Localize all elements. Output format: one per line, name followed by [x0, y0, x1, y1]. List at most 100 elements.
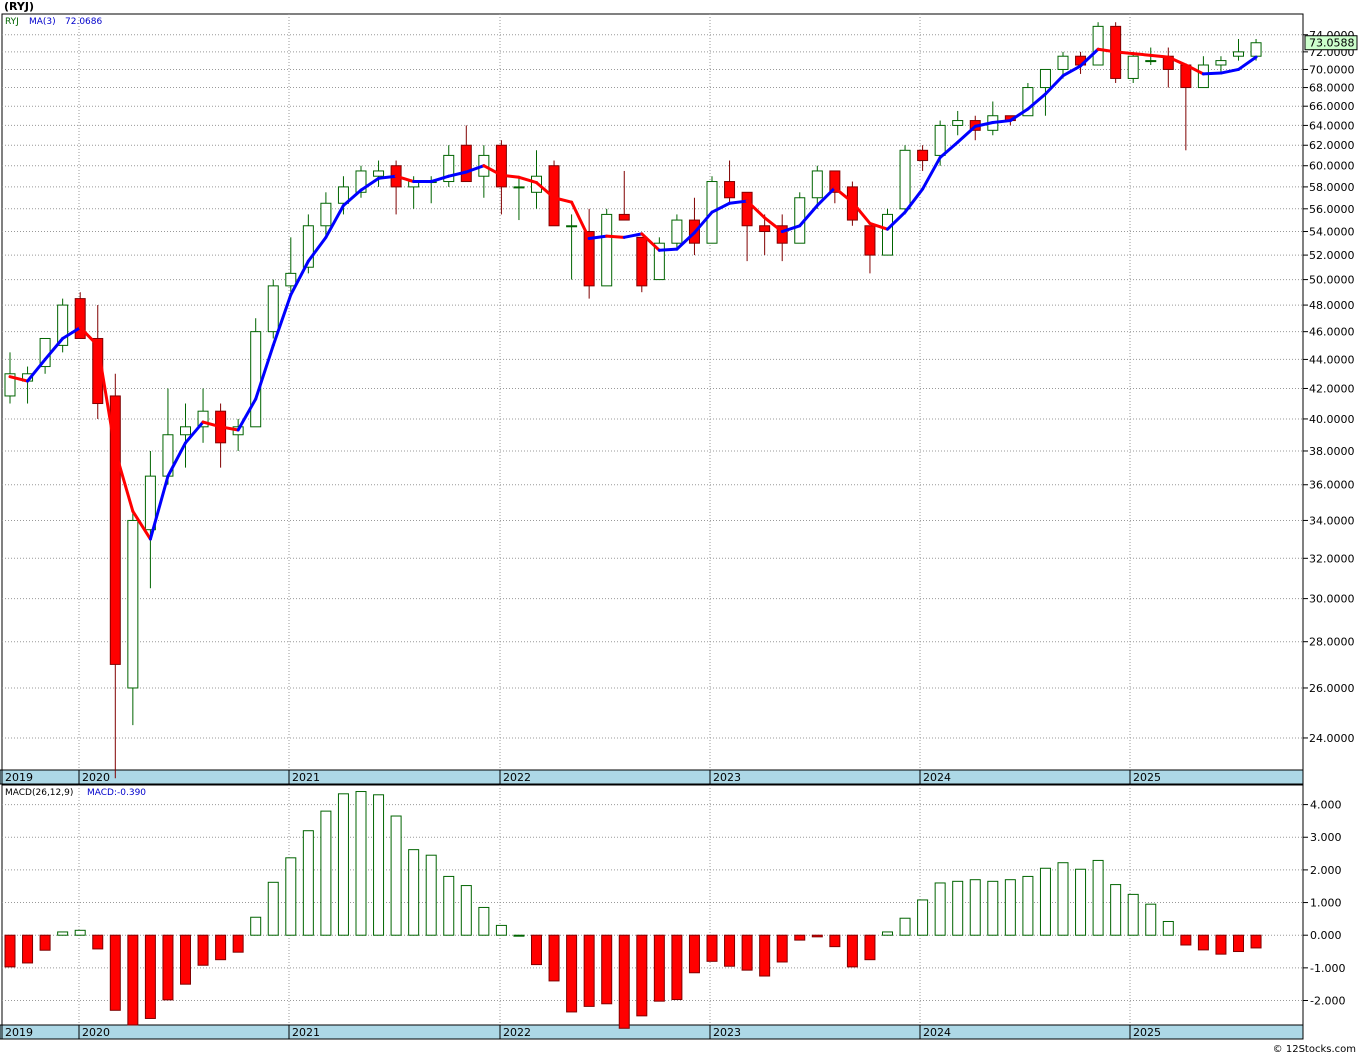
macd-bar [794, 934, 806, 941]
ma3-segment [921, 155, 942, 191]
price-x-axis-year-label: 2019 [5, 771, 33, 784]
candle-body [443, 154, 455, 183]
macd-tick-label: 2.000 [1310, 864, 1342, 877]
price-tick-label: 70.0000 [1309, 63, 1355, 76]
ma3-segment [710, 201, 732, 214]
candle-body [250, 331, 262, 428]
macd-bars [4, 791, 1262, 1029]
ma3-segment [236, 397, 258, 432]
price-tick-label: 42.0000 [1309, 382, 1355, 395]
macd-bar [987, 880, 999, 936]
candle-body [267, 285, 279, 333]
ma3-segment [166, 441, 187, 478]
ma3-segment [903, 187, 925, 214]
macd-bar [899, 917, 911, 936]
macd-bar [355, 791, 367, 936]
macd-bar [109, 934, 121, 1011]
price-x-axis-year-label: 2025 [1133, 771, 1161, 784]
macd-bar [4, 934, 16, 968]
ma3-segment [850, 200, 872, 225]
ma3-segment [622, 232, 644, 239]
macd-x-axis-year-label: 2025 [1133, 1026, 1161, 1039]
ma3-segment [587, 234, 609, 241]
ma3-segment [780, 224, 802, 234]
ma3-segment [131, 509, 152, 541]
macd-bar [566, 934, 578, 1013]
candle-body [811, 170, 823, 199]
ma3-segment [1061, 64, 1083, 78]
ma3-segment [1008, 107, 1030, 123]
macd-bar [92, 934, 104, 950]
ma3-segment [271, 293, 293, 347]
price-tick-label: 48.0000 [1309, 299, 1355, 312]
price-tick-label: 46.0000 [1309, 326, 1355, 339]
macd-bar [1092, 859, 1104, 936]
price-panel-frame [1, 13, 1304, 771]
macd-bar [1180, 934, 1192, 946]
ma3-segment [1096, 47, 1118, 54]
macd-bar [478, 906, 490, 936]
legend-ma-label: MA(3) [29, 17, 56, 27]
price-x-axis-year-label: 2024 [923, 771, 951, 784]
price-tick-label: 40.0000 [1309, 413, 1355, 426]
price-tick-label: 60.0000 [1309, 160, 1355, 173]
price-tick-label: 62.0000 [1309, 139, 1355, 152]
ma3-segment [324, 203, 345, 239]
candle-body [583, 231, 595, 287]
ma3-segment [938, 140, 960, 159]
macd-x-axis-year-label: 2020 [82, 1026, 110, 1039]
candle-body [776, 225, 788, 244]
price-x-axis-year-label: 2022 [503, 771, 531, 784]
candle-body [934, 124, 946, 156]
macd-bar [724, 934, 736, 967]
ma3-segment [868, 221, 889, 231]
candle-body [899, 149, 911, 210]
ma3-segment [464, 164, 486, 174]
ma3-segment [886, 210, 907, 231]
last-price-label: 73.0588 [1309, 37, 1355, 50]
price-x-axis-year-label: 2023 [713, 771, 741, 784]
macd-bar [811, 934, 823, 938]
candle-body [671, 219, 683, 244]
price-tick-label: 28.0000 [1309, 636, 1355, 649]
macd-bar [443, 875, 455, 936]
candle-body [180, 426, 191, 436]
macd-bar [741, 934, 753, 971]
ma3-segment [1149, 53, 1170, 59]
macd-tick-label: 0.000 [1310, 929, 1342, 942]
candle-body [1039, 68, 1051, 89]
ma3-segment [517, 175, 538, 185]
ma3-segment [26, 357, 47, 383]
macd-tick-label: -2.000 [1310, 995, 1345, 1008]
ma3-segment [219, 425, 240, 432]
ma3-segment [201, 420, 223, 429]
candle-body [566, 225, 578, 228]
candle-body [1233, 51, 1244, 57]
candle-body [653, 242, 665, 281]
ma3-segment [1201, 71, 1223, 76]
price-tick-label: 50.0000 [1309, 274, 1355, 287]
ma3-segment [78, 326, 100, 347]
ma3-segment [1219, 67, 1240, 75]
ma3-segment [728, 199, 749, 205]
macd-panel-frame [1, 784, 1304, 1026]
macd-bar [337, 793, 349, 936]
ma3-segment [973, 120, 995, 128]
ma3-segment [1114, 50, 1135, 56]
macd-bar [618, 934, 630, 1029]
candle-body [109, 395, 121, 665]
price-tick-label: 24.0000 [1309, 732, 1355, 745]
ma3-segment [1079, 47, 1100, 68]
macd-x-axis-strip [0, 1024, 1304, 1040]
price-tick-label: 30.0000 [1309, 593, 1355, 606]
price-tick-label: 36.0000 [1309, 479, 1355, 492]
price-x-axis-year-label: 2021 [292, 771, 320, 784]
ma3-segment [184, 420, 205, 445]
macd-bar [706, 934, 718, 962]
price-tick-label: 44.0000 [1309, 353, 1355, 366]
candle-body [144, 475, 156, 531]
price-tick-label: 32.0000 [1309, 552, 1355, 565]
last-price-box [1304, 35, 1358, 51]
macd-bar [1233, 934, 1244, 953]
ma3-segment [359, 176, 381, 192]
